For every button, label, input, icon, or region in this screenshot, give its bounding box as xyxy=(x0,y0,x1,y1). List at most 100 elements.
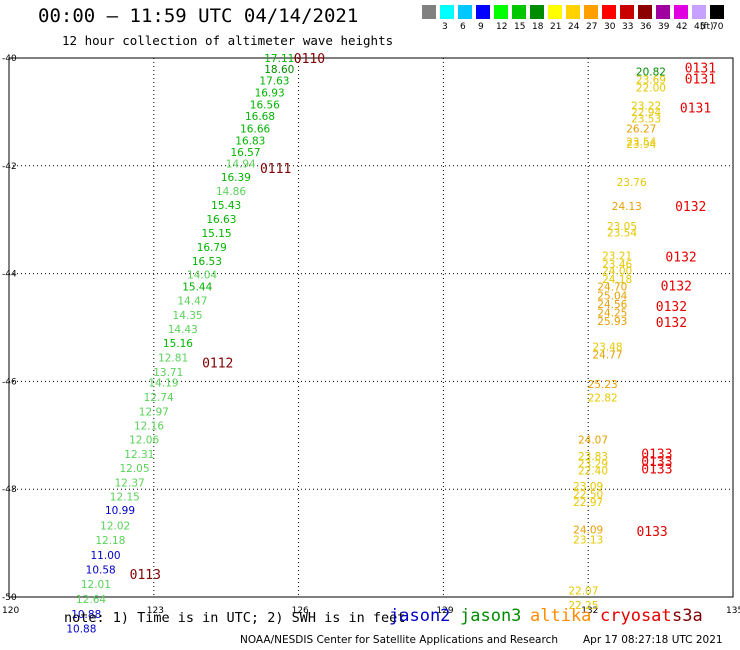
wave-height-label: 16.79 xyxy=(197,242,227,254)
wave-height-label: 15.15 xyxy=(202,228,232,240)
wave-height-label: 16.93 xyxy=(255,87,285,99)
wave-height-label: 14.47 xyxy=(177,296,207,308)
wave-height-label: 25.93 xyxy=(597,316,627,328)
generated-timestamp: Apr 17 08:27:18 UTC 2021 xyxy=(583,634,723,646)
wave-height-label: 15.44 xyxy=(182,282,212,294)
wave-height-label: 25.23 xyxy=(588,379,618,391)
latitude-tick-label: -50 xyxy=(2,593,17,603)
colorbar-swatch xyxy=(620,5,634,19)
legend-cryosat: cryosat xyxy=(600,606,672,626)
colorbar-swatch xyxy=(692,5,706,19)
colorbar-label: 6 xyxy=(460,22,466,32)
pass-time-label: 0112 xyxy=(202,357,233,372)
colorbar-label: 15 xyxy=(514,22,526,32)
pass-time-label: 0132 xyxy=(665,250,696,265)
legend-jason2: jason2 xyxy=(389,606,451,626)
pass-time-label: 0132 xyxy=(675,200,706,215)
wave-height-label: 24.00 xyxy=(602,265,632,277)
wave-height-label: 10.58 xyxy=(86,565,116,577)
wave-height-label: 12.74 xyxy=(144,392,174,404)
wave-height-label: 14.04 xyxy=(187,270,217,282)
wave-height-label: 22.40 xyxy=(578,465,608,477)
wave-height-label: 24.25 xyxy=(597,307,627,319)
footnote: note: 1) Time is in UTC; 2) SWH is in fe… xyxy=(64,610,406,626)
colorbar-label: 33 xyxy=(622,22,634,32)
wave-height-label: 23.54 xyxy=(607,228,637,240)
wave-height-label: 13.71 xyxy=(153,367,183,379)
colorbar-label: 18 xyxy=(532,22,544,32)
colorbar-swatch xyxy=(656,5,670,19)
wave-height-label: 12.02 xyxy=(100,520,130,532)
latitude-tick-label: -40 xyxy=(2,54,17,64)
wave-height-label: 23.69 xyxy=(636,75,666,87)
colorbar-swatch xyxy=(458,5,472,19)
wave-height-label: 12.05 xyxy=(119,463,149,475)
colorbar-swatch xyxy=(476,5,490,19)
pass-time-label: 0132 xyxy=(656,316,687,331)
legend-altika: altika xyxy=(530,606,592,626)
wave-height-label: 16.39 xyxy=(221,172,251,184)
wave-height-label: 10.99 xyxy=(105,505,135,517)
wave-height-label: 12.37 xyxy=(115,478,145,490)
wave-height-label: 23.05 xyxy=(607,221,637,233)
wave-height-label: 24.56 xyxy=(597,299,627,311)
colorbar-label: 39 xyxy=(658,22,670,32)
wave-height-label: 16.66 xyxy=(240,124,270,136)
wave-height-label: 22.97 xyxy=(573,497,603,509)
wave-height-label: 16.68 xyxy=(245,111,275,123)
plot-frame xyxy=(8,57,734,598)
colorbar-label: 36 xyxy=(640,22,652,32)
wave-height-label: 12.18 xyxy=(95,535,125,547)
colorbar-label: 70 xyxy=(712,22,724,32)
wave-height-label: 16.57 xyxy=(230,147,260,159)
wave-height-label: 22.82 xyxy=(588,393,618,405)
pass-time-label: 0132 xyxy=(661,279,692,294)
wave-height-label: 23.94 xyxy=(626,139,656,151)
pass-time-label: 0110 xyxy=(294,52,325,67)
longitude-tick-label: 123 xyxy=(147,606,164,616)
wave-height-label: 12.15 xyxy=(110,492,140,504)
colorbar-label: 12 xyxy=(496,22,508,32)
wave-height-label: 14.94 xyxy=(226,159,256,171)
wave-height-label: 22.07 xyxy=(568,586,598,598)
colorbar-unit: (ft) xyxy=(700,22,714,32)
latitude-tick-label: -48 xyxy=(2,485,17,495)
wave-height-label: 23.13 xyxy=(573,534,603,546)
wave-height-label: 12.16 xyxy=(134,421,164,433)
pass-time-label: 0113 xyxy=(130,568,161,583)
wave-height-label: 24.77 xyxy=(592,349,622,361)
pass-time-label: 0131 xyxy=(680,102,711,117)
wave-height-label: 14.35 xyxy=(173,310,203,322)
wave-height-label: 24.13 xyxy=(612,201,642,213)
wave-height-label: 14.19 xyxy=(148,377,178,389)
colorbar-label: 30 xyxy=(604,22,616,32)
pass-time-label: 0133 xyxy=(636,525,667,540)
legend-s3a: s3a xyxy=(672,606,703,626)
latitude-tick-label: -42 xyxy=(2,162,17,172)
wave-height-label: 11.00 xyxy=(91,550,121,562)
colorbar-label: 42 xyxy=(676,22,688,32)
wave-height-label: 23.48 xyxy=(592,341,622,353)
pass-time-label: 0131 xyxy=(685,62,716,77)
colorbar-label: 27 xyxy=(586,22,598,32)
wave-height-label: 24.07 xyxy=(578,435,608,447)
colorbar-label: 45 xyxy=(694,22,706,32)
longitude-tick-label: 129 xyxy=(436,606,453,616)
wave-height-label: 23.46 xyxy=(602,259,632,271)
wave-height-label: 23.76 xyxy=(617,177,647,189)
longitude-tick-label: 132 xyxy=(581,606,598,616)
wave-height-label: 22.00 xyxy=(636,83,666,95)
colorbar-swatch xyxy=(512,5,526,19)
wave-height-label: 24.18 xyxy=(602,274,632,286)
colorbar-swatch xyxy=(674,5,688,19)
pass-time-label: 0133 xyxy=(641,448,672,463)
colorbar-label: 21 xyxy=(550,22,562,32)
wave-height-label: 22.50 xyxy=(573,489,603,501)
wave-height-label: 25.04 xyxy=(597,291,627,303)
wave-height-label: 17.63 xyxy=(259,76,289,88)
map-title: 00:00 — 11:59 UTC 04/14/2021 xyxy=(38,5,359,27)
pass-time-label: 0133 xyxy=(641,455,672,470)
wave-height-label: 18.60 xyxy=(264,64,294,76)
colorbar-swatch xyxy=(494,5,508,19)
